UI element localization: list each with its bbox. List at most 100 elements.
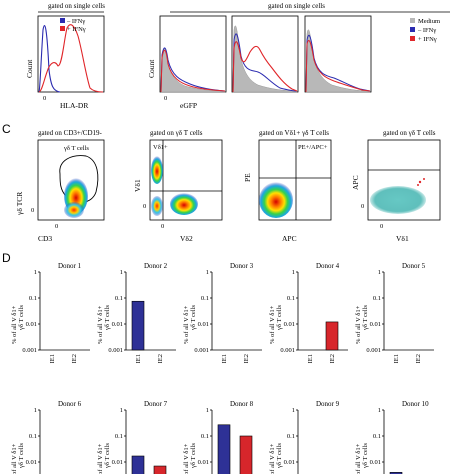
y-axis-label: % of all V δ1+ xyxy=(355,443,362,474)
bar-ie2 xyxy=(153,465,167,474)
y-tick-label: 1 xyxy=(378,269,381,276)
panel-b-right-title: gated on single cells xyxy=(268,2,325,10)
x-tick-label: IE1 xyxy=(393,354,400,363)
y-tick-label: 0.001 xyxy=(280,347,295,354)
bar-ie1 xyxy=(131,455,145,474)
y-tick-label: 0.001 xyxy=(108,347,123,354)
donor-chart-3: Donor 3 % of all V δ1+ γδ T cells 1 0.1 0.01 0… xyxy=(183,262,262,363)
egfp-histogram-1: 0 eGFP Count xyxy=(147,15,227,110)
y-tick-label: 0.1 xyxy=(115,433,123,440)
legend-label-medium: Medium xyxy=(418,18,440,25)
y-axis-label: % of all V δ1+ xyxy=(183,443,190,474)
egfp3-minus-ifng-curve xyxy=(305,35,371,93)
x-tick-label: IE1 xyxy=(135,354,142,363)
donor-chart-4: Donor 4 % of all V δ1+ γδ T cells 1 0.1 0.01 0… xyxy=(269,262,348,363)
facs4-title: gated on γδ T cells xyxy=(383,129,436,137)
y-tick-label: 0.01 xyxy=(112,321,123,328)
y-axis-label-line2: γδ T cells xyxy=(18,305,25,331)
y-tick-label: 1 xyxy=(120,407,123,414)
legend-label-minus-ifng-right: – IFNγ xyxy=(417,27,436,34)
y-tick-label: 1 xyxy=(120,269,123,276)
hla-dr-xlabel: HLA-DR xyxy=(60,101,88,110)
facs2-gate-label: Vδ1+ xyxy=(153,144,168,151)
y-tick-label: 0.1 xyxy=(373,433,381,440)
y-axis-label: % of all V δ1+ xyxy=(269,443,276,474)
y-axis-label-line2: γδ T cells xyxy=(104,443,111,469)
y-axis-label-line2: γδ T cells xyxy=(362,443,369,469)
hla-dr-plus-ifng-curve xyxy=(38,24,104,93)
donor-title: Donor 7 xyxy=(144,400,168,408)
y-tick-label: 0.01 xyxy=(26,459,37,466)
y-tick-label: 0.1 xyxy=(29,295,37,302)
y-tick-label: 1 xyxy=(34,407,37,414)
donor-chart-1: Donor 1 % of all V δ1+ γδ T cells 1 0.1 0.01 0… xyxy=(11,262,90,363)
y-tick-label: 1 xyxy=(292,269,295,276)
hla-dr-minus-ifng-curve xyxy=(38,25,61,93)
panel-d: D Donor 1% of all V δ1+ γδ T cells10.10.0… xyxy=(2,251,434,474)
donor-title: Donor 5 xyxy=(402,262,426,270)
donor-title: Donor 10 xyxy=(402,400,429,408)
donor-title: Donor 9 xyxy=(316,400,340,408)
panel-c: C gated on CD3+/CD19- γδ T cells 0 0 CD3… xyxy=(2,122,441,243)
donor-title: Donor 1 xyxy=(58,262,82,270)
facs1-gate-label: γδ T cells xyxy=(63,145,89,152)
egfp1-minus-ifng-curve xyxy=(160,47,226,93)
y-axis-label: % of all V δ1+ xyxy=(183,305,190,344)
y-axis-label-line2: γδ T cells xyxy=(190,305,197,331)
hla-dr-histogram: 0 HLA-DR Count – IFNγ + IFNγ xyxy=(25,15,105,110)
bar-ie1 xyxy=(131,300,145,351)
y-tick-label: 0.001 xyxy=(366,347,381,354)
donor-title: Donor 6 xyxy=(58,400,82,408)
legend-label-plus-ifng: + IFNγ xyxy=(67,26,86,33)
y-axis-label-line2: γδ T cells xyxy=(18,443,25,469)
y-tick-label: 0.01 xyxy=(112,459,123,466)
y-tick-label: 0.1 xyxy=(373,295,381,302)
panel-b-left-title: gated on single cells xyxy=(48,2,105,10)
donor-title: Donor 8 xyxy=(230,400,254,408)
egfp-histogram-3 xyxy=(304,15,372,93)
egfp2-plus-ifng-curve xyxy=(232,41,298,93)
panel-c-letter: C xyxy=(2,122,11,136)
donor-title: Donor 2 xyxy=(144,262,168,270)
facs2-xlabel: Vδ2 xyxy=(180,234,193,243)
facs-plot-vd1-vd2: gated on γδ T cells Vδ1+ 0 0 Vδ2 Vδ1 xyxy=(133,129,223,243)
donor-chart-5: Donor 5 % of all V δ1+ γδ T cells 1 0.1 0.01 0… xyxy=(355,262,434,363)
y-tick-label: 0.001 xyxy=(22,347,37,354)
facs2-title: gated on γδ T cells xyxy=(150,129,203,137)
y-tick-label: 0.001 xyxy=(194,347,209,354)
y-tick-label: 1 xyxy=(206,269,209,276)
x-tick-label: IE2 xyxy=(415,354,422,363)
y-tick-label: 0.1 xyxy=(201,295,209,302)
donor-chart-6: Donor 6% of all V δ1+γδ T cells10.10.010… xyxy=(11,400,82,474)
y-tick-label: 0.1 xyxy=(201,433,209,440)
y-axis-label: % of all V δ1+ xyxy=(11,443,18,474)
y-axis-label: % of all V δ1+ xyxy=(97,443,104,474)
egfp-ylabel: Count xyxy=(147,59,156,78)
facs4-x0: 0 xyxy=(380,223,383,230)
y-tick-label: 0.1 xyxy=(287,433,295,440)
facs-plot-gd-tcr: gated on CD3+/CD19- γδ T cells 0 0 CD3 γ… xyxy=(15,129,105,243)
hla-dr-ylabel: Count xyxy=(25,59,34,78)
y-tick-label: 0.01 xyxy=(26,321,37,328)
bar-ie2 xyxy=(239,435,253,474)
facs-plot-pe-apc: gated on Vδ1+ γδ T cells PE+/APC+ APC PE xyxy=(243,129,332,243)
y-tick-label: 0.01 xyxy=(284,321,295,328)
y-tick-label: 1 xyxy=(34,269,37,276)
legend-swatch-minus-ifng xyxy=(60,18,65,23)
facs3-xlabel: APC xyxy=(282,234,297,243)
y-axis-label-line2: γδ T cells xyxy=(104,305,111,331)
hla-dr-legend: – IFNγ + IFNγ xyxy=(60,18,86,33)
facs-plot-apc-vd1: gated on γδ T cells 0 0 Vδ1 APC xyxy=(351,129,441,243)
donor-chart-9: Donor 9% of all V δ1+γδ T cells10.10.010… xyxy=(269,400,340,474)
x-tick-label: IE2 xyxy=(243,354,250,363)
legend-swatch-plus-ifng xyxy=(60,26,65,31)
legend-swatch-plus-ifng-right xyxy=(410,36,415,41)
y-axis-label-line2: γδ T cells xyxy=(362,305,369,331)
facs3-gate-label: PE+/APC+ xyxy=(298,144,328,151)
legend-label-minus-ifng: – IFNγ xyxy=(66,18,85,25)
y-axis-label-line2: γδ T cells xyxy=(190,443,197,469)
facs1-x0: 0 xyxy=(55,223,58,230)
x-tick-label: IE2 xyxy=(71,354,78,363)
x-tick-label: IE1 xyxy=(307,354,314,363)
x-tick-label: IE1 xyxy=(221,354,228,363)
